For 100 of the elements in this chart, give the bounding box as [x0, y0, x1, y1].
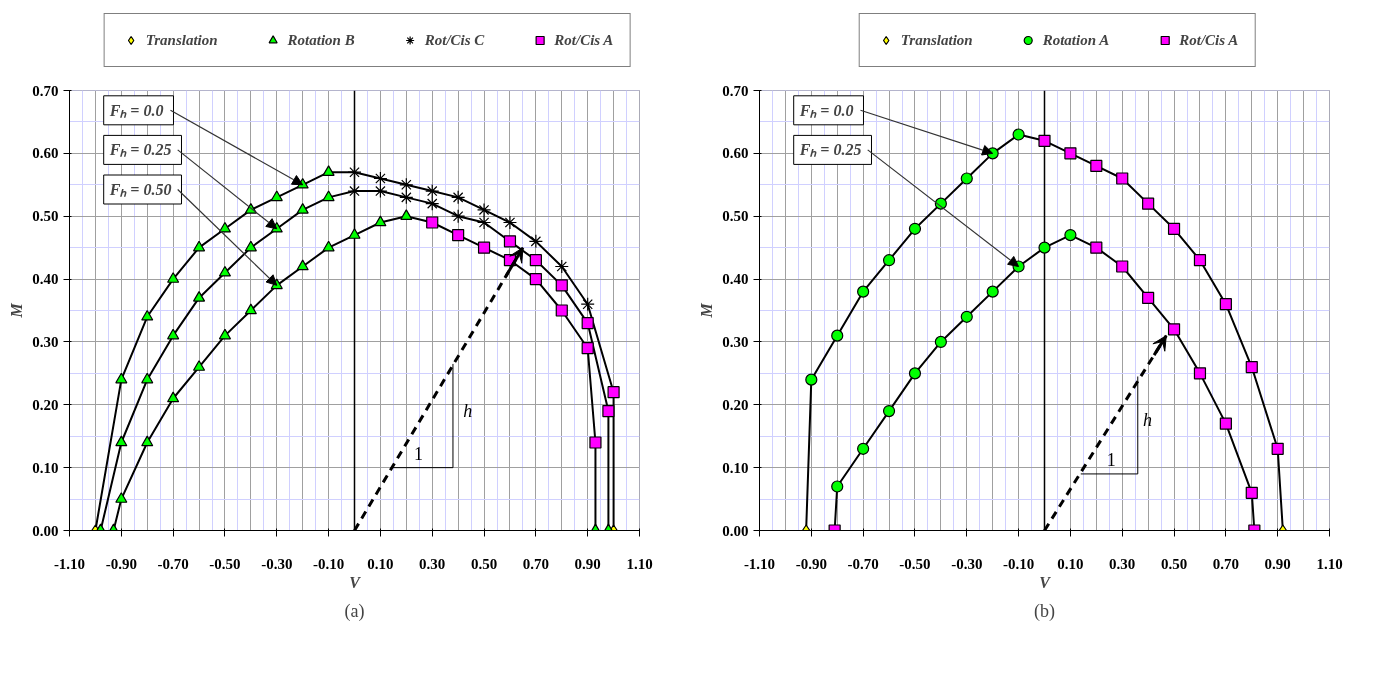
y-axis-title: M — [697, 302, 715, 319]
point — [1012, 128, 1025, 141]
point — [1064, 228, 1077, 242]
point — [296, 259, 309, 271]
point — [1038, 241, 1051, 254]
point — [589, 436, 602, 449]
x-tick-label: -0.10 — [1002, 555, 1035, 572]
x-tick-label: 1.10 — [1316, 555, 1343, 572]
point — [476, 215, 492, 230]
point — [882, 404, 896, 418]
point — [425, 196, 440, 211]
y-tick-label: 0.30 — [32, 333, 59, 350]
annotation: h — [463, 400, 473, 421]
point — [529, 254, 542, 267]
point — [244, 303, 257, 315]
y-tick-label: 0.50 — [722, 208, 749, 225]
point — [908, 222, 922, 235]
point — [322, 165, 335, 176]
point — [857, 285, 870, 298]
legend-label: Translation — [900, 31, 973, 49]
y-tick-label: 0.20 — [722, 396, 749, 413]
x-tick-label: 0.10 — [1057, 555, 1084, 572]
point — [373, 171, 388, 186]
point — [857, 442, 870, 455]
point — [908, 367, 922, 380]
point — [882, 254, 896, 267]
y-tick-label: 0.60 — [722, 145, 749, 162]
annotation: Fₕ = 0.25 — [798, 141, 862, 159]
annotation: 1 — [414, 444, 424, 465]
point — [452, 228, 465, 242]
point — [554, 259, 569, 274]
point — [607, 386, 620, 399]
point — [244, 240, 257, 252]
point — [400, 209, 413, 220]
point — [296, 202, 309, 214]
point — [167, 272, 180, 283]
point — [218, 265, 232, 277]
y-tick-label: 0.00 — [722, 522, 749, 539]
x-tick-label: -0.50 — [209, 555, 241, 572]
point — [1090, 241, 1103, 254]
y-tick-label: 0.10 — [32, 459, 59, 476]
annotation: Fₕ = 0.50 — [108, 181, 172, 198]
point — [1064, 147, 1077, 160]
point — [141, 435, 154, 447]
point — [348, 228, 361, 239]
x-axis-title: V — [1039, 573, 1052, 591]
point — [1142, 291, 1155, 305]
point — [1193, 367, 1207, 380]
point — [192, 240, 206, 252]
point — [167, 328, 180, 340]
point — [1090, 159, 1103, 173]
point — [374, 215, 387, 227]
point — [502, 215, 518, 230]
x-tick-label: 1.10 — [626, 555, 653, 572]
point — [477, 241, 491, 254]
point — [399, 190, 414, 205]
point — [581, 342, 594, 355]
y-tick-label: 0.00 — [32, 522, 59, 539]
x-tick-label: 0.30 — [419, 555, 446, 572]
legend-label: Rot/Cis A — [1179, 31, 1239, 49]
y-tick-label: 0.40 — [722, 271, 749, 288]
point — [141, 372, 154, 384]
y-tick-label: 0.30 — [722, 333, 749, 350]
x-tick-label: -1.10 — [53, 555, 86, 572]
point — [347, 183, 362, 199]
point — [1219, 417, 1232, 430]
legend-label: Translation — [145, 31, 218, 49]
point — [581, 316, 594, 330]
point — [476, 202, 492, 218]
point — [555, 279, 568, 292]
point — [1038, 134, 1051, 147]
x-tick-label: -0.70 — [157, 555, 189, 572]
annotation: Fₕ = 0.25 — [108, 141, 172, 159]
point — [805, 373, 818, 386]
x-tick-label: -0.90 — [795, 555, 827, 572]
point — [270, 190, 283, 202]
x-tick-label: 0.30 — [1109, 555, 1136, 572]
point — [528, 234, 543, 249]
point — [1167, 323, 1181, 336]
point — [831, 480, 844, 493]
point — [1116, 172, 1129, 185]
point — [399, 177, 414, 192]
y-axis-title: M — [7, 302, 25, 319]
point — [451, 190, 466, 205]
point — [580, 297, 595, 312]
x-tick-label: -0.10 — [312, 555, 345, 572]
x-tick-label: 0.50 — [1160, 555, 1188, 572]
annotation: 1 — [1106, 450, 1116, 471]
x-tick-label: -1.10 — [743, 555, 776, 572]
x-tick-label: 0.70 — [1212, 555, 1239, 572]
x-tick-label: 0.50 — [470, 555, 498, 572]
point — [192, 290, 206, 302]
y-tick-label: 0.50 — [32, 208, 59, 225]
point — [1245, 486, 1258, 499]
x-tick-label: -0.30 — [951, 555, 983, 572]
point — [451, 209, 466, 224]
point — [425, 183, 440, 199]
legend-label: Rotation B — [287, 31, 355, 49]
annotation: h — [1142, 409, 1152, 430]
point — [960, 310, 973, 323]
